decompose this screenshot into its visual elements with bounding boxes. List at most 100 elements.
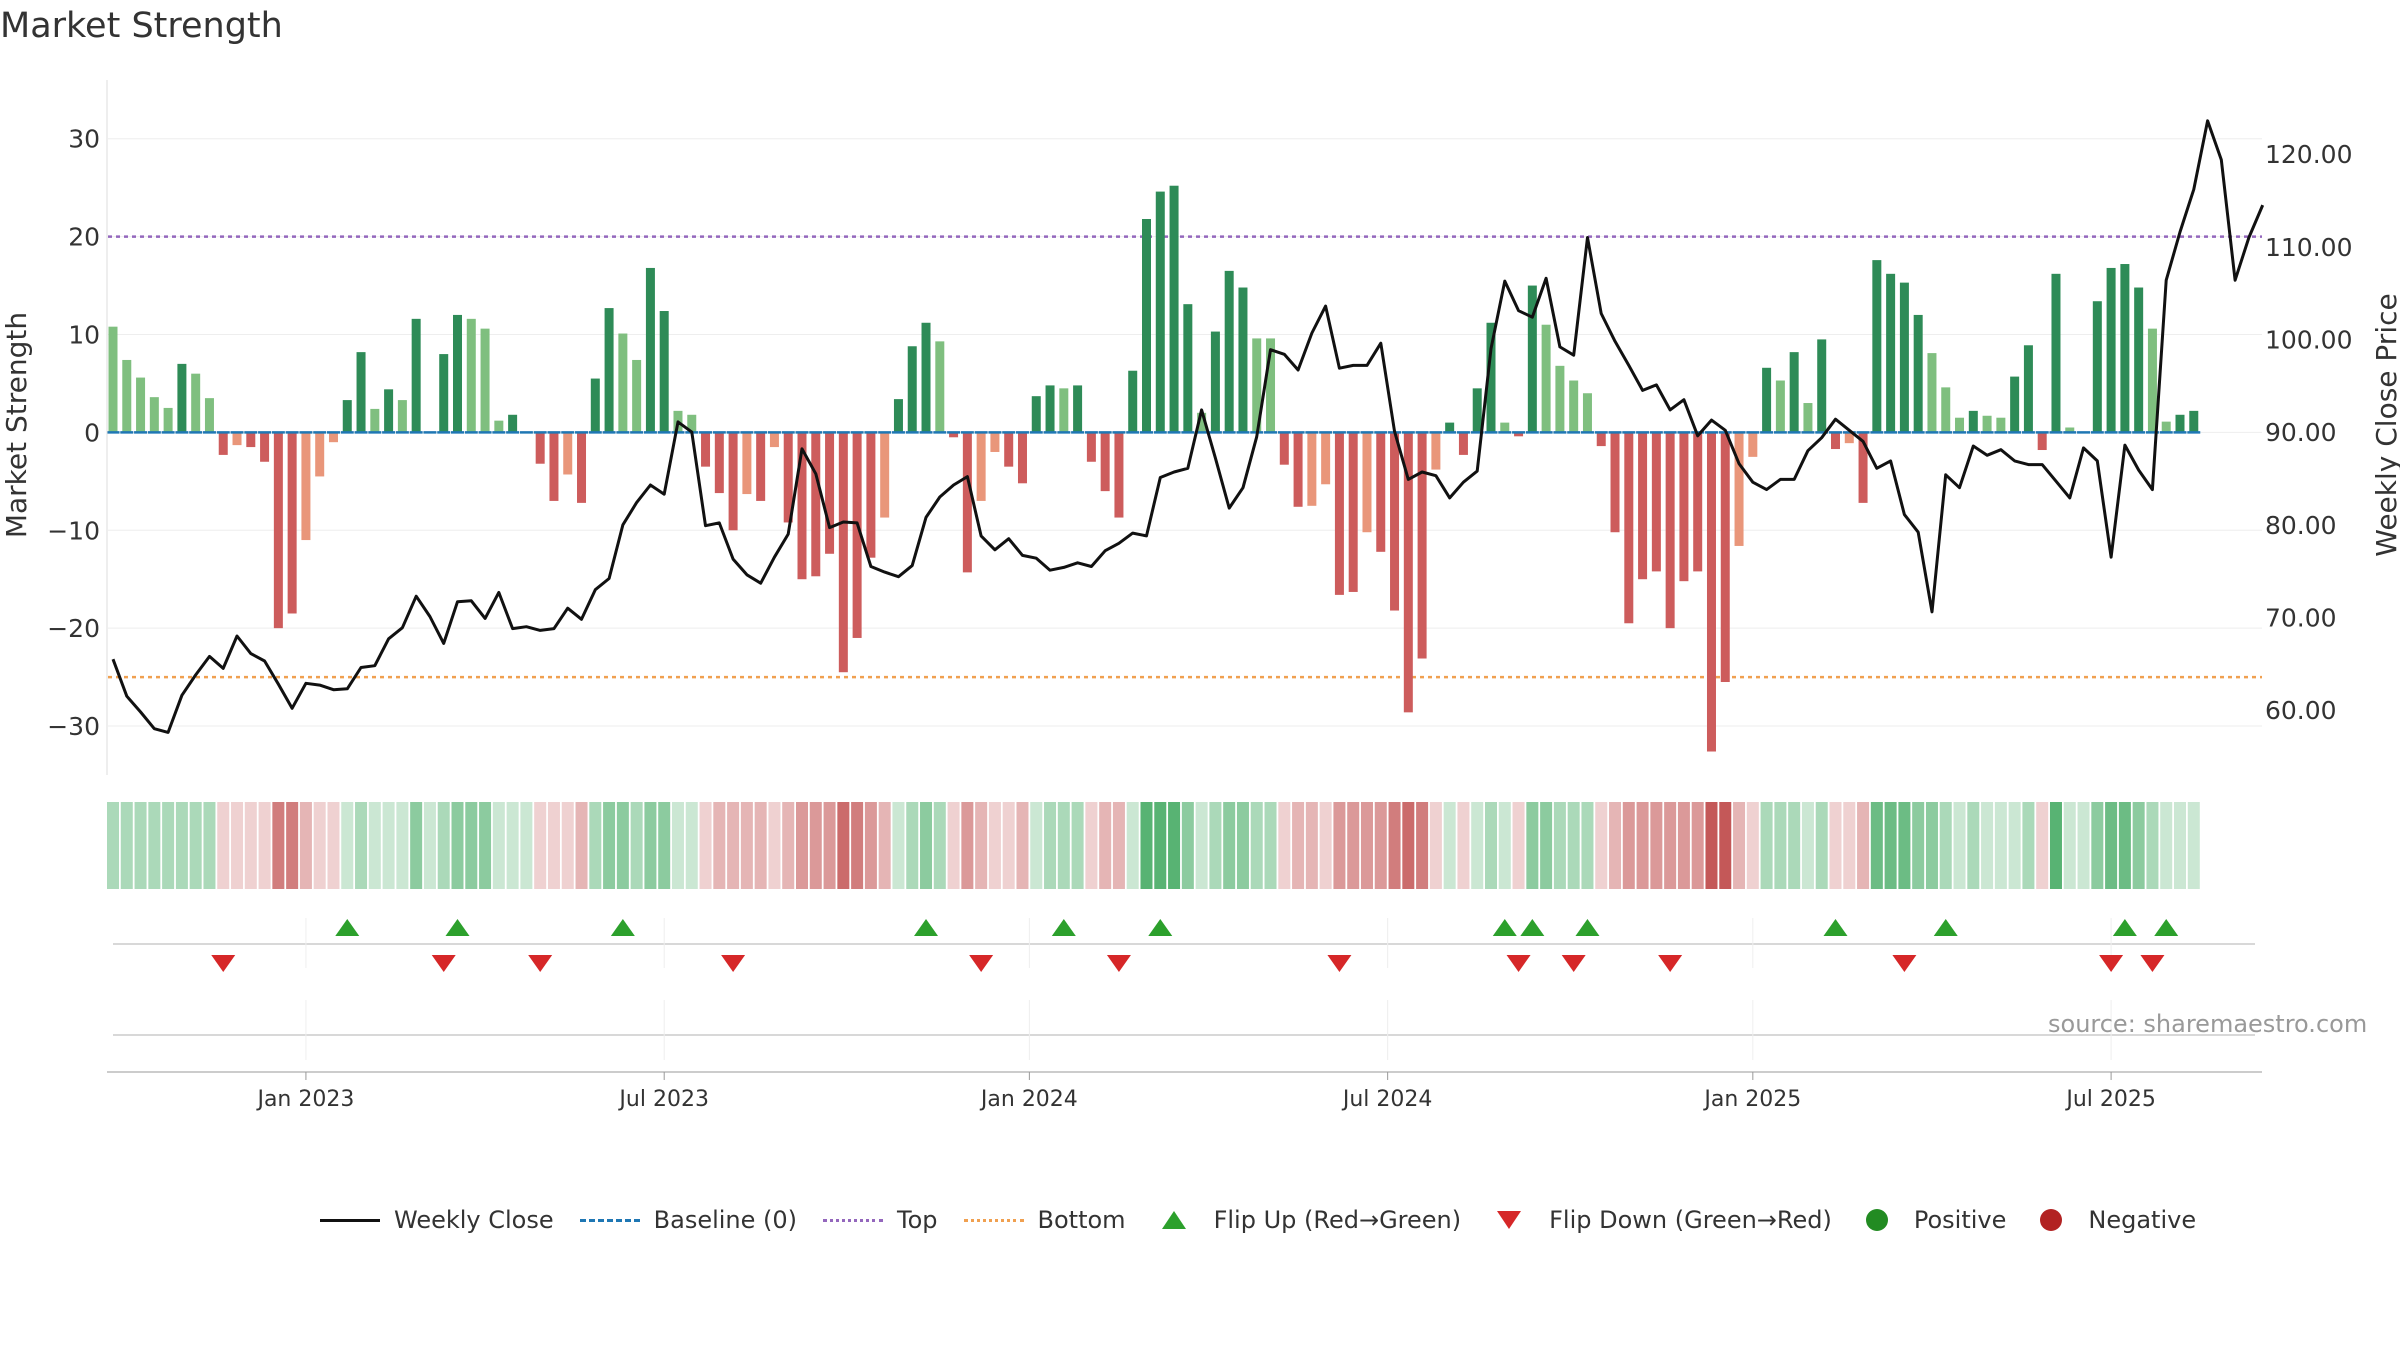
band-cell (616, 802, 629, 889)
band-cell (203, 802, 216, 889)
band-cell (175, 802, 188, 889)
band-cell (244, 802, 257, 889)
band-cell (796, 802, 808, 889)
strength-bar (880, 432, 890, 518)
strength-bar (1376, 432, 1386, 552)
strength-bar (563, 432, 573, 475)
band-cell (355, 802, 368, 889)
band-cell (1471, 802, 1484, 889)
legend-positive[interactable]: Positive (1858, 1206, 2006, 1234)
flip-up-marker (1575, 919, 1600, 936)
band-cell (575, 802, 588, 889)
band-cell (1319, 802, 1332, 889)
strength-bar (2161, 421, 2171, 433)
y-tick-right-label: 70.00 (2265, 603, 2337, 632)
band-cell (451, 802, 464, 889)
strength-bar (1886, 273, 1896, 433)
band-cell (768, 802, 781, 889)
strength-bar (1913, 314, 1923, 433)
strength-bar (1541, 324, 1551, 433)
strength-bar (356, 352, 366, 433)
band-cell (1250, 802, 1263, 889)
strength-bar (1114, 432, 1124, 518)
band-cell (630, 802, 643, 889)
band-cell (1540, 802, 1553, 889)
strength-bar (1665, 432, 1675, 629)
band-cell (1168, 802, 1181, 889)
flip-down-marker (211, 955, 236, 972)
strength-bar (797, 432, 807, 580)
band-cell (2091, 802, 2104, 889)
legend-bottom[interactable]: Bottom (963, 1206, 1126, 1234)
flip-down-marker (528, 955, 553, 972)
strength-bar (990, 432, 1000, 452)
strength-bar (769, 432, 779, 448)
band-cell (809, 802, 822, 889)
band-cell (1057, 802, 1070, 889)
strength-bar (411, 318, 421, 433)
band-cell (258, 802, 271, 889)
strength-bar (1748, 432, 1758, 457)
legend-weekly-close[interactable]: Weekly Close (320, 1206, 554, 1234)
strength-bar (1073, 385, 1083, 433)
band-cell (1733, 802, 1746, 889)
strength-bar (1679, 432, 1689, 582)
legend-negative[interactable]: Negative (2032, 1206, 2196, 1234)
band-cell (920, 802, 933, 889)
flip-down-marker (969, 955, 994, 972)
strength-band (107, 802, 2200, 889)
band-cell (1002, 802, 1015, 889)
flip-markers (113, 918, 2255, 1060)
legend-flip-down[interactable]: Flip Down (Green→Red) (1487, 1206, 1832, 1234)
band-cell (1719, 802, 1732, 889)
band-cell (1429, 802, 1442, 889)
strength-bar (1720, 432, 1730, 683)
band-cell (1498, 802, 1511, 889)
band-cell (1843, 802, 1856, 889)
band-cell (1154, 802, 1167, 889)
band-cell (603, 802, 616, 889)
band-cell (1195, 802, 1208, 889)
strength-bar (1252, 338, 1262, 433)
x-tick-label: Jul 2023 (617, 1087, 709, 1112)
legend-baseline[interactable]: Baseline (0) (579, 1206, 797, 1234)
flip-up-marker (1823, 919, 1848, 936)
band-cell (479, 802, 492, 889)
band-cell (107, 802, 119, 889)
strength-bar (907, 346, 917, 433)
flip-down-marker (2099, 955, 2124, 972)
band-cell (1857, 802, 1870, 889)
band-cell (1071, 802, 1084, 889)
band-cell (2049, 802, 2062, 889)
weekly-close-line-layer (111, 119, 2265, 734)
band-cell (1691, 802, 1704, 889)
legend-top[interactable]: Top (823, 1206, 938, 1234)
green-dot-icon (1865, 1209, 1888, 1231)
strength-bar (1431, 432, 1441, 470)
band-cell (740, 802, 753, 889)
strength-bar (811, 432, 821, 577)
flip-down-marker (721, 955, 746, 972)
y-tick-left-label: −10 (47, 516, 100, 545)
strength-bar (549, 432, 559, 501)
strength-bar (1293, 432, 1303, 507)
strength-bar (260, 432, 270, 462)
strength-bar (1638, 432, 1648, 580)
legend-flip-up[interactable]: Flip Up (Red→Green) (1152, 1206, 1461, 1234)
strength-bar (866, 432, 876, 558)
strength-bar (645, 267, 655, 433)
band-cell (1664, 802, 1677, 889)
band-cell (1416, 802, 1429, 889)
strength-bar (439, 354, 449, 433)
strength-bar (1624, 432, 1634, 624)
flip-down-marker (2140, 955, 2165, 972)
strength-bar (1596, 432, 1606, 447)
flip-down-marker (1658, 955, 1683, 972)
strength-bar (1872, 260, 1882, 433)
strength-bar (1279, 432, 1289, 465)
chart-title: Market Strength (0, 6, 283, 46)
strength-bar (1927, 353, 1937, 433)
x-tick-label: Jul 2025 (2064, 1087, 2156, 1112)
strength-bar (728, 432, 738, 531)
strength-bar (852, 432, 862, 638)
